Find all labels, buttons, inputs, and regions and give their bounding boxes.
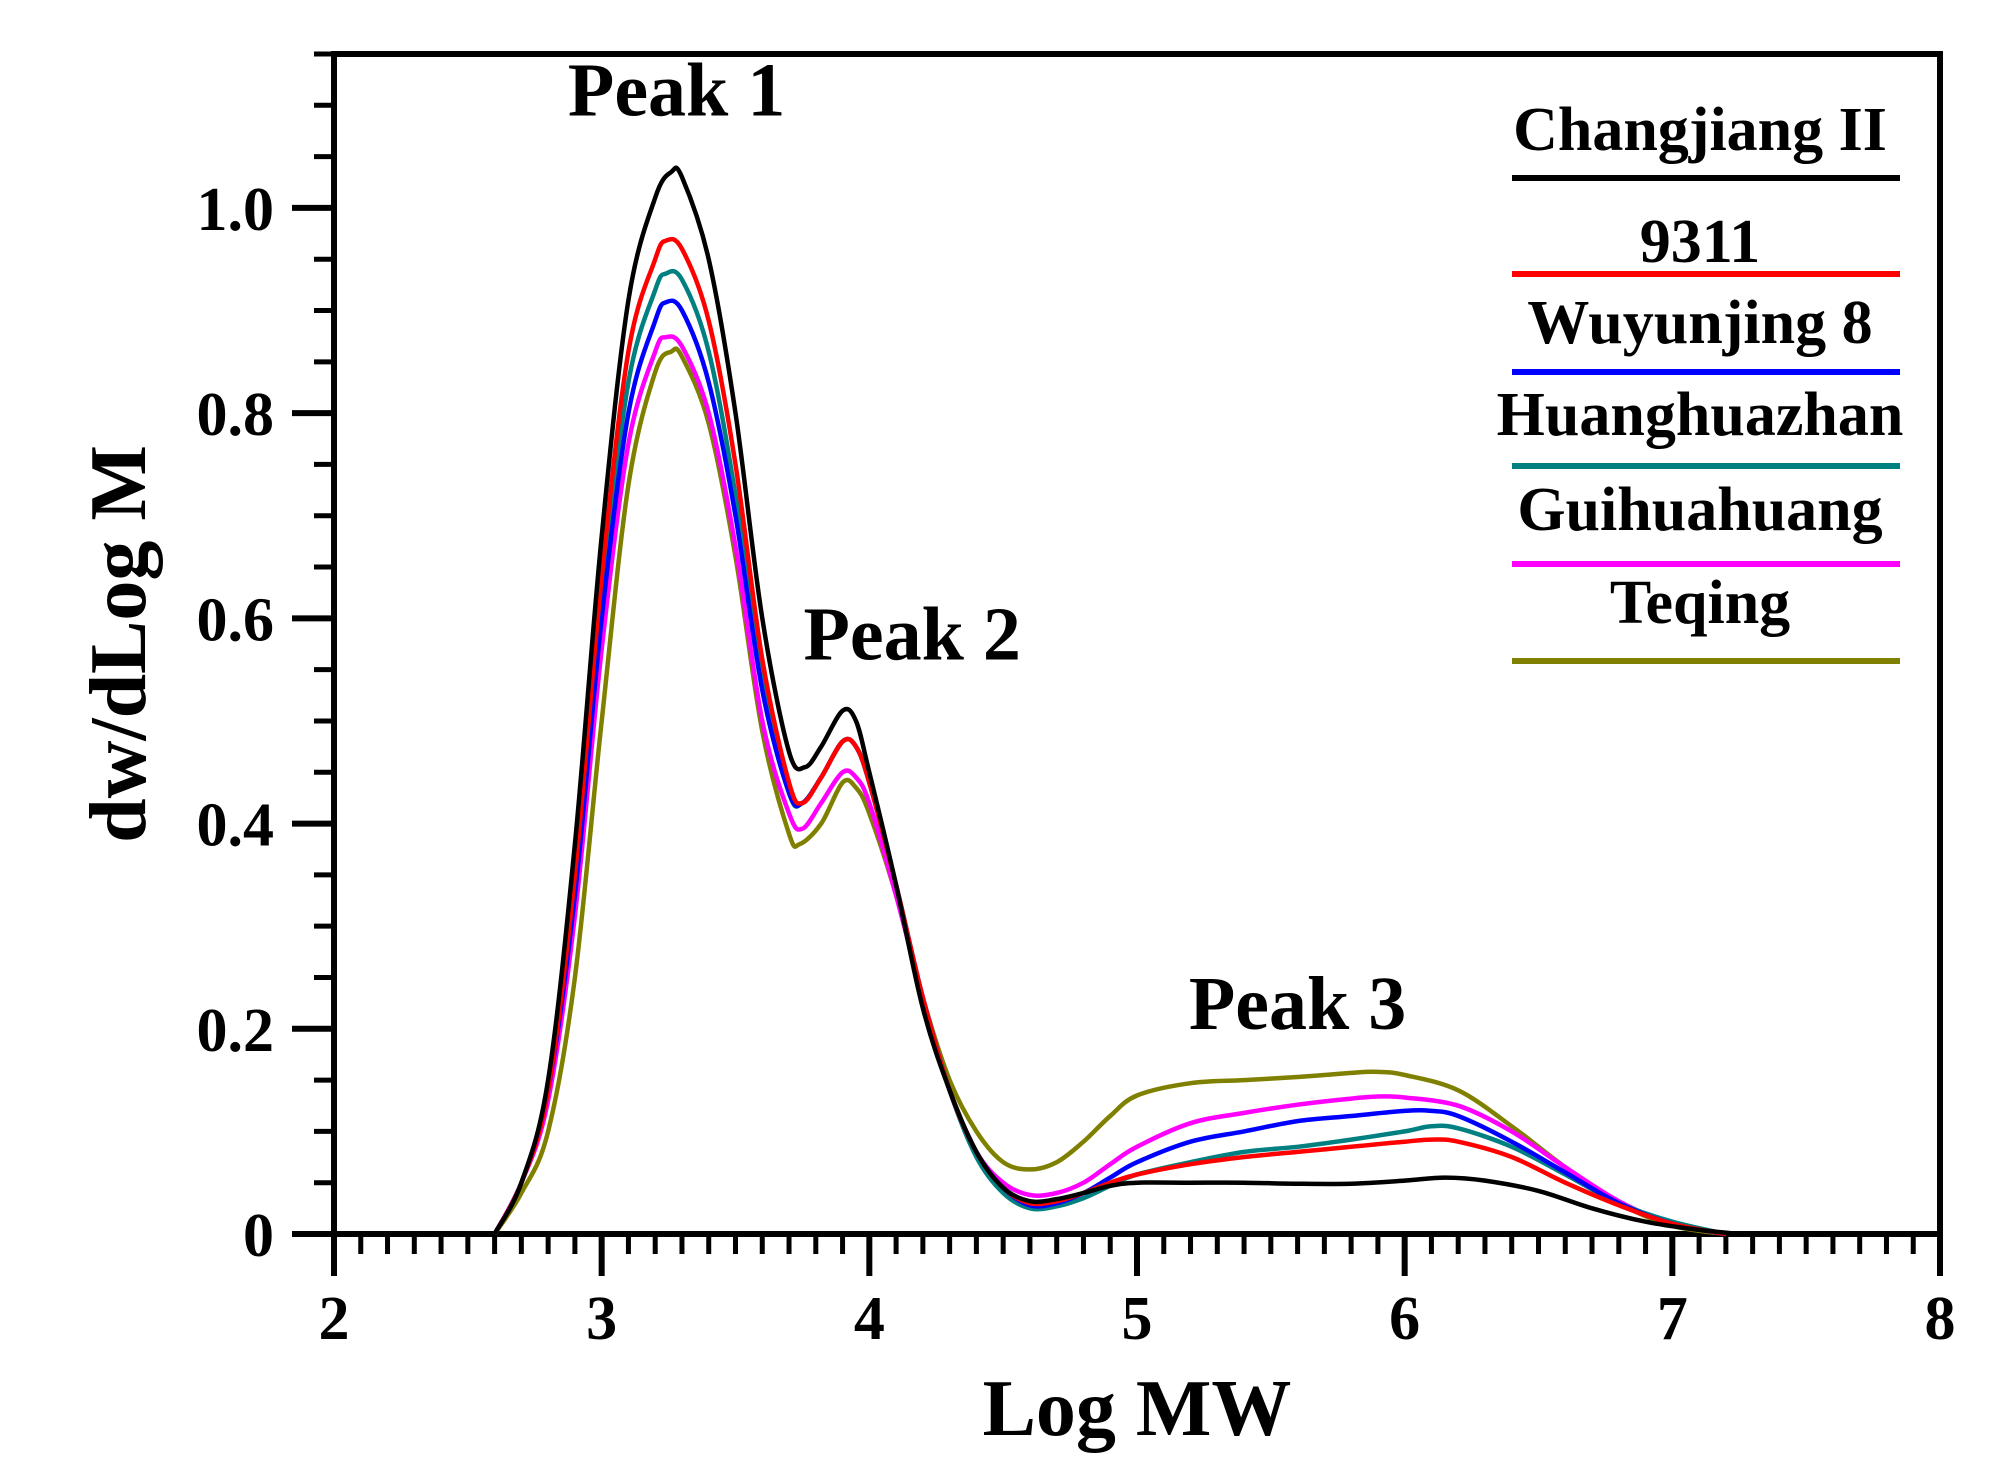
legend-label: Changjiang II — [1513, 96, 1887, 164]
legend-label: Wuyunjing 8 — [1527, 289, 1872, 357]
x-tick-label: 3 — [586, 1285, 617, 1353]
x-tick-label: 2 — [319, 1285, 350, 1353]
legend-label: Teqing — [1610, 569, 1790, 637]
peak-label: Peak 2 — [803, 592, 1020, 676]
x-tick-label: 8 — [1925, 1285, 1956, 1353]
legend-label: 9311 — [1640, 208, 1761, 276]
peak-label: Peak 1 — [568, 49, 785, 133]
minor-ticks — [314, 51, 1916, 1254]
legend-label: Huanghuazhan — [1497, 381, 1904, 449]
series-line-changjiang-ii — [492, 165, 1740, 1237]
y-tick-label: 0 — [243, 1202, 274, 1270]
x-tick-label: 5 — [1122, 1285, 1153, 1353]
y-tick-label: 0.8 — [197, 381, 275, 449]
x-tick-label: 6 — [1389, 1285, 1420, 1353]
series-line-guihuahuang — [492, 334, 1727, 1237]
y-tick-label: 0.6 — [197, 586, 275, 654]
y-tick-label: 0.2 — [197, 997, 275, 1065]
y-axis: 0 0.2 0.4 0.6 0.8 1.0 — [197, 176, 334, 1270]
x-tick-label: 4 — [854, 1285, 885, 1353]
series-lines — [492, 165, 1740, 1237]
y-tick-label: 1.0 — [197, 176, 275, 244]
y-tick-label: 0.4 — [197, 792, 275, 860]
x-axis: 2 3 4 5 6 7 8 — [319, 1234, 1956, 1353]
peak-label: Peak 3 — [1189, 962, 1406, 1046]
legend: Changjiang II 9311 Wuyunjing 8 Huanghuazhan… — [1497, 96, 1904, 664]
x-tick-label: 7 — [1657, 1285, 1688, 1353]
peak-annotations: Peak 1 Peak 2 Peak 3 — [568, 49, 1406, 1046]
x-axis-title: Log MW — [983, 1365, 1292, 1453]
y-axis-title: dw/dLog M — [75, 445, 163, 843]
legend-label: Guihuahuang — [1517, 476, 1882, 544]
